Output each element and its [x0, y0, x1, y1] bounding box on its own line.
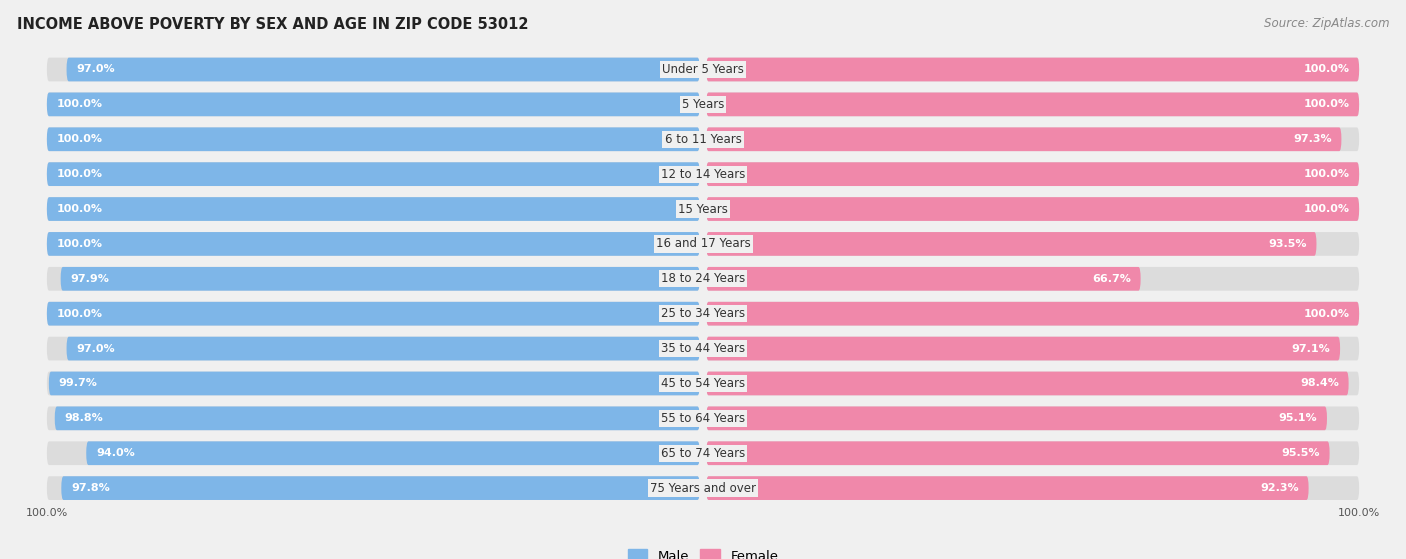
- FancyBboxPatch shape: [706, 197, 1360, 221]
- FancyBboxPatch shape: [66, 337, 700, 361]
- Text: 18 to 24 Years: 18 to 24 Years: [661, 272, 745, 285]
- Text: 16 and 17 Years: 16 and 17 Years: [655, 238, 751, 250]
- Text: 97.8%: 97.8%: [72, 483, 110, 493]
- Text: 95.5%: 95.5%: [1281, 448, 1320, 458]
- FancyBboxPatch shape: [706, 58, 1360, 82]
- Text: 100.0%: 100.0%: [56, 169, 103, 179]
- Text: 12 to 14 Years: 12 to 14 Years: [661, 168, 745, 181]
- FancyBboxPatch shape: [706, 162, 1360, 186]
- FancyBboxPatch shape: [706, 302, 1360, 325]
- FancyBboxPatch shape: [66, 58, 700, 82]
- FancyBboxPatch shape: [55, 406, 700, 430]
- FancyBboxPatch shape: [706, 302, 1360, 325]
- FancyBboxPatch shape: [46, 302, 700, 325]
- FancyBboxPatch shape: [706, 232, 1316, 256]
- Text: 55 to 64 Years: 55 to 64 Years: [661, 412, 745, 425]
- FancyBboxPatch shape: [706, 267, 1140, 291]
- FancyBboxPatch shape: [46, 267, 700, 291]
- FancyBboxPatch shape: [46, 58, 700, 82]
- Text: Source: ZipAtlas.com: Source: ZipAtlas.com: [1264, 17, 1389, 30]
- Text: 100.0%: 100.0%: [25, 508, 67, 518]
- Text: 6 to 11 Years: 6 to 11 Years: [665, 133, 741, 146]
- FancyBboxPatch shape: [46, 197, 700, 221]
- FancyBboxPatch shape: [62, 476, 700, 500]
- FancyBboxPatch shape: [49, 372, 700, 395]
- FancyBboxPatch shape: [706, 476, 1309, 500]
- FancyBboxPatch shape: [706, 127, 1360, 151]
- FancyBboxPatch shape: [46, 93, 700, 116]
- FancyBboxPatch shape: [706, 406, 1360, 430]
- Text: 100.0%: 100.0%: [1303, 204, 1350, 214]
- Text: Under 5 Years: Under 5 Years: [662, 63, 744, 76]
- FancyBboxPatch shape: [706, 127, 1341, 151]
- FancyBboxPatch shape: [86, 442, 700, 465]
- Text: 100.0%: 100.0%: [1303, 309, 1350, 319]
- FancyBboxPatch shape: [46, 127, 700, 151]
- Text: 97.1%: 97.1%: [1292, 344, 1330, 354]
- FancyBboxPatch shape: [706, 372, 1360, 395]
- FancyBboxPatch shape: [706, 442, 1360, 465]
- FancyBboxPatch shape: [46, 93, 700, 116]
- Text: 95.1%: 95.1%: [1278, 413, 1317, 423]
- FancyBboxPatch shape: [46, 337, 700, 361]
- Text: 92.3%: 92.3%: [1260, 483, 1299, 493]
- Text: 100.0%: 100.0%: [56, 134, 103, 144]
- Text: 66.7%: 66.7%: [1092, 274, 1130, 284]
- Text: 100.0%: 100.0%: [1303, 100, 1350, 110]
- FancyBboxPatch shape: [60, 267, 700, 291]
- Text: 97.0%: 97.0%: [76, 64, 115, 74]
- FancyBboxPatch shape: [706, 406, 1327, 430]
- Text: 65 to 74 Years: 65 to 74 Years: [661, 447, 745, 459]
- FancyBboxPatch shape: [46, 232, 700, 256]
- Legend: Male, Female: Male, Female: [623, 544, 783, 559]
- Text: 100.0%: 100.0%: [56, 239, 103, 249]
- FancyBboxPatch shape: [706, 337, 1340, 361]
- Text: 100.0%: 100.0%: [56, 100, 103, 110]
- Text: 94.0%: 94.0%: [96, 448, 135, 458]
- FancyBboxPatch shape: [706, 337, 1360, 361]
- Text: 97.9%: 97.9%: [70, 274, 110, 284]
- Text: 100.0%: 100.0%: [1339, 508, 1381, 518]
- Text: 100.0%: 100.0%: [56, 204, 103, 214]
- FancyBboxPatch shape: [706, 267, 1360, 291]
- Text: INCOME ABOVE POVERTY BY SEX AND AGE IN ZIP CODE 53012: INCOME ABOVE POVERTY BY SEX AND AGE IN Z…: [17, 17, 529, 32]
- FancyBboxPatch shape: [706, 372, 1348, 395]
- Text: 93.5%: 93.5%: [1268, 239, 1306, 249]
- Text: 100.0%: 100.0%: [1303, 64, 1350, 74]
- Text: 100.0%: 100.0%: [1303, 169, 1350, 179]
- Text: 100.0%: 100.0%: [56, 309, 103, 319]
- Text: 97.3%: 97.3%: [1294, 134, 1331, 144]
- Text: 25 to 34 Years: 25 to 34 Years: [661, 307, 745, 320]
- FancyBboxPatch shape: [46, 442, 700, 465]
- FancyBboxPatch shape: [706, 442, 1330, 465]
- FancyBboxPatch shape: [706, 232, 1360, 256]
- FancyBboxPatch shape: [46, 302, 700, 325]
- FancyBboxPatch shape: [706, 476, 1360, 500]
- FancyBboxPatch shape: [46, 476, 700, 500]
- Text: 97.0%: 97.0%: [76, 344, 115, 354]
- FancyBboxPatch shape: [46, 232, 700, 256]
- Text: 98.8%: 98.8%: [65, 413, 103, 423]
- FancyBboxPatch shape: [706, 58, 1360, 82]
- FancyBboxPatch shape: [46, 162, 700, 186]
- Text: 35 to 44 Years: 35 to 44 Years: [661, 342, 745, 355]
- Text: 75 Years and over: 75 Years and over: [650, 482, 756, 495]
- FancyBboxPatch shape: [706, 93, 1360, 116]
- FancyBboxPatch shape: [46, 127, 700, 151]
- FancyBboxPatch shape: [46, 162, 700, 186]
- Text: 99.7%: 99.7%: [59, 378, 97, 389]
- FancyBboxPatch shape: [46, 197, 700, 221]
- Text: 98.4%: 98.4%: [1301, 378, 1339, 389]
- Text: 45 to 54 Years: 45 to 54 Years: [661, 377, 745, 390]
- FancyBboxPatch shape: [706, 162, 1360, 186]
- FancyBboxPatch shape: [706, 197, 1360, 221]
- FancyBboxPatch shape: [46, 372, 700, 395]
- FancyBboxPatch shape: [46, 406, 700, 430]
- Text: 15 Years: 15 Years: [678, 202, 728, 216]
- Text: 5 Years: 5 Years: [682, 98, 724, 111]
- FancyBboxPatch shape: [706, 93, 1360, 116]
